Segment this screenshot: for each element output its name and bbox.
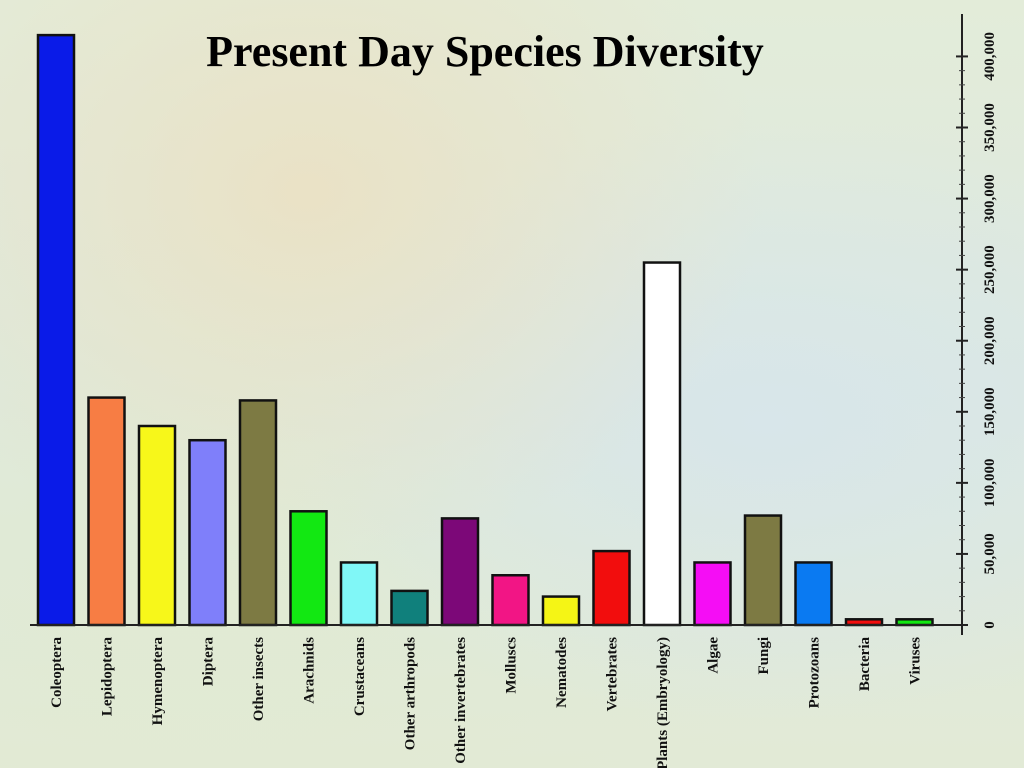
- bar-algae: [693, 561, 732, 627]
- category-label: Crustaceans: [352, 637, 368, 716]
- y-tick-label: 400,000: [982, 32, 998, 81]
- bar-other-arthropods: [390, 589, 429, 627]
- category-label: Arachnids: [302, 637, 318, 704]
- bar-vertebrates: [592, 549, 631, 627]
- y-tick-label: 100,000: [982, 458, 998, 507]
- bar-fungi: [743, 514, 783, 627]
- bar-crustaceans: [339, 561, 379, 627]
- bar-protozoans: [794, 561, 833, 627]
- category-label: Other invertebrates: [453, 637, 469, 764]
- category-label: Diptera: [201, 637, 217, 687]
- y-tick-label: 250,000: [982, 245, 998, 294]
- y-tick-label: 200,000: [982, 316, 998, 365]
- bar-molluscs: [491, 574, 530, 627]
- y-tick-label: 50,000: [982, 533, 998, 574]
- category-label: Protozoans: [807, 637, 823, 709]
- bar-coleoptera: [36, 33, 76, 627]
- category-label: Viruses: [908, 637, 924, 685]
- bar-nematodes: [541, 595, 581, 627]
- category-label: Coleoptera: [49, 637, 65, 708]
- bar-arachnids: [289, 510, 328, 627]
- category-label: Other insects: [251, 637, 267, 721]
- y-tick-label: 300,000: [982, 174, 998, 223]
- chart-title: Present Day Species Diversity: [206, 27, 764, 76]
- bar-lepidoptera: [87, 396, 126, 627]
- y-axis: 0 50,000 100,000 150,000 200,000 250,000 300,0…: [956, 14, 998, 635]
- y-tick-label: 150,000: [982, 387, 998, 436]
- bar-other-invertebrates: [440, 517, 480, 627]
- category-label: Lepidoptera: [100, 637, 116, 717]
- y-tick-label: 0: [982, 621, 998, 629]
- category-label: Bacteria: [857, 637, 873, 692]
- bar-diptera: [188, 438, 227, 627]
- y-tick-label: 350,000: [982, 103, 998, 152]
- bar-hymenoptera: [137, 424, 177, 627]
- category-label: Algae: [706, 637, 722, 674]
- bar-other-insects: [238, 399, 278, 627]
- category-label: Molluscs: [504, 637, 520, 694]
- category-label: Plants (Embryology): [655, 637, 671, 768]
- category-labels: Coleoptera Lepidoptera Hymenoptera Diptera O…: [49, 637, 924, 768]
- category-label: Other arthropods: [403, 637, 419, 750]
- category-label: Fungi: [756, 637, 772, 675]
- bars-group: [30, 33, 962, 627]
- category-label: Hymenoptera: [150, 637, 166, 726]
- bar-plants-embryology-: [642, 261, 682, 627]
- category-label: Vertebrates: [605, 637, 621, 712]
- category-label: Nematodes: [554, 637, 570, 708]
